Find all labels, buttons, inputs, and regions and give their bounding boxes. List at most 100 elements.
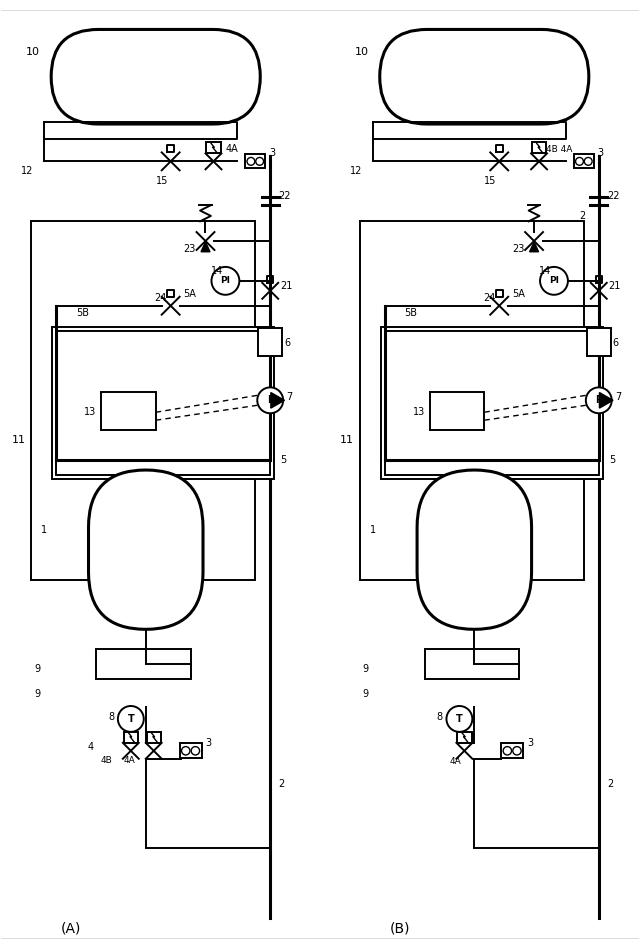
Text: 4A: 4A bbox=[225, 144, 238, 155]
Text: 2: 2 bbox=[278, 778, 284, 789]
Polygon shape bbox=[271, 393, 284, 408]
Text: 5A: 5A bbox=[184, 288, 196, 299]
Circle shape bbox=[191, 747, 200, 755]
Bar bbox=[31, 221, 255, 580]
Bar bbox=[52, 326, 274, 479]
Text: 5: 5 bbox=[280, 456, 287, 465]
Bar bbox=[385, 330, 599, 475]
Text: P: P bbox=[595, 396, 602, 405]
Text: 5: 5 bbox=[609, 456, 615, 465]
Text: 3: 3 bbox=[269, 148, 275, 158]
Text: (B): (B) bbox=[389, 921, 410, 935]
Polygon shape bbox=[201, 242, 210, 251]
Text: 9: 9 bbox=[363, 664, 369, 674]
Text: 8: 8 bbox=[108, 712, 114, 722]
Text: 5A: 5A bbox=[512, 288, 525, 299]
Text: 14: 14 bbox=[539, 266, 551, 276]
Text: 9: 9 bbox=[35, 664, 40, 674]
Circle shape bbox=[586, 387, 612, 413]
Text: 4A: 4A bbox=[124, 756, 136, 765]
Bar bbox=[457, 732, 472, 743]
Text: 12: 12 bbox=[21, 166, 34, 177]
Text: 4B 4A: 4B 4A bbox=[546, 145, 572, 154]
Circle shape bbox=[447, 706, 472, 732]
Text: 9: 9 bbox=[363, 689, 369, 699]
Bar bbox=[147, 732, 161, 743]
Text: 10: 10 bbox=[26, 47, 40, 57]
FancyBboxPatch shape bbox=[88, 470, 203, 629]
Text: 22: 22 bbox=[607, 191, 620, 201]
Text: 24: 24 bbox=[155, 293, 167, 303]
Text: 4: 4 bbox=[88, 742, 94, 752]
Text: 23: 23 bbox=[184, 244, 196, 254]
Bar bbox=[532, 142, 546, 154]
Text: 4A: 4A bbox=[449, 757, 461, 766]
Bar bbox=[124, 732, 138, 743]
Bar bbox=[360, 221, 584, 580]
Text: 3: 3 bbox=[205, 737, 212, 748]
Circle shape bbox=[118, 706, 144, 732]
Circle shape bbox=[211, 267, 239, 295]
Text: 11: 11 bbox=[340, 436, 354, 445]
Bar bbox=[245, 155, 265, 168]
Text: 13: 13 bbox=[84, 407, 96, 418]
FancyBboxPatch shape bbox=[380, 29, 589, 124]
Text: 8: 8 bbox=[436, 712, 443, 722]
Circle shape bbox=[256, 158, 264, 165]
Bar bbox=[574, 155, 594, 168]
Polygon shape bbox=[600, 393, 613, 408]
Bar bbox=[501, 743, 523, 758]
Circle shape bbox=[584, 158, 592, 165]
Text: 21: 21 bbox=[280, 281, 292, 290]
Text: 5B: 5B bbox=[76, 307, 89, 318]
Bar bbox=[180, 743, 202, 758]
Text: 9: 9 bbox=[35, 689, 40, 699]
Circle shape bbox=[540, 267, 568, 295]
Text: 1: 1 bbox=[41, 525, 47, 534]
Text: (A): (A) bbox=[61, 921, 81, 935]
Text: 4B: 4B bbox=[101, 756, 113, 765]
Text: 24: 24 bbox=[483, 293, 495, 303]
Text: PI: PI bbox=[220, 276, 230, 286]
Circle shape bbox=[575, 158, 584, 165]
Circle shape bbox=[503, 747, 511, 755]
Text: 13: 13 bbox=[413, 407, 425, 418]
Text: 22: 22 bbox=[278, 191, 291, 201]
Text: 10: 10 bbox=[355, 47, 369, 57]
Text: 12: 12 bbox=[350, 166, 362, 177]
Text: PI: PI bbox=[549, 276, 559, 286]
Circle shape bbox=[257, 387, 283, 413]
Text: 15: 15 bbox=[156, 177, 168, 186]
Text: T: T bbox=[127, 714, 134, 724]
Text: 23: 23 bbox=[512, 244, 525, 254]
Text: 3: 3 bbox=[598, 148, 604, 158]
Bar bbox=[429, 392, 484, 430]
Text: 14: 14 bbox=[211, 266, 223, 276]
Text: T: T bbox=[456, 714, 463, 724]
Circle shape bbox=[513, 747, 521, 755]
Bar bbox=[96, 649, 191, 679]
Text: 5B: 5B bbox=[404, 307, 418, 318]
Text: 21: 21 bbox=[609, 281, 621, 290]
Circle shape bbox=[182, 747, 190, 755]
FancyBboxPatch shape bbox=[51, 29, 260, 124]
Text: 11: 11 bbox=[12, 436, 26, 445]
Bar bbox=[587, 327, 611, 356]
Text: 6: 6 bbox=[612, 338, 619, 347]
Polygon shape bbox=[529, 242, 538, 251]
Text: 7: 7 bbox=[614, 392, 621, 402]
Text: 3: 3 bbox=[527, 737, 533, 748]
Bar bbox=[259, 327, 282, 356]
Text: P: P bbox=[267, 396, 274, 405]
Text: 15: 15 bbox=[484, 177, 497, 186]
Bar bbox=[381, 326, 603, 479]
FancyBboxPatch shape bbox=[417, 470, 532, 629]
Circle shape bbox=[247, 158, 255, 165]
Text: 2: 2 bbox=[579, 211, 585, 221]
Text: 6: 6 bbox=[284, 338, 291, 347]
Bar bbox=[206, 142, 221, 154]
Text: 2: 2 bbox=[607, 778, 613, 789]
Bar bbox=[101, 392, 156, 430]
Text: 1: 1 bbox=[370, 525, 376, 534]
Bar bbox=[56, 330, 270, 475]
